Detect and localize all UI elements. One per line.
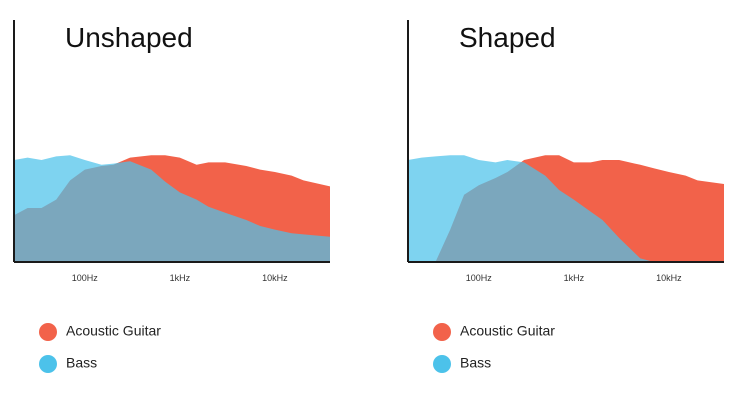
chart-title: Unshaped: [65, 22, 193, 53]
chart-panel: Unshaped Acoustic Guitar Bass 100Hz 1kHz 10kH…: [13, 20, 330, 373]
legend-label: Bass: [460, 355, 491, 371]
legend-swatch: [433, 355, 451, 373]
x-tick-label: 1kHz: [564, 273, 585, 283]
x-tick-label: 10kHz: [262, 273, 288, 283]
x-tick-label: 100Hz: [72, 273, 99, 283]
legend-swatch: [39, 355, 57, 373]
legend-swatch: [39, 323, 57, 341]
legend-label: Acoustic Guitar: [460, 323, 555, 339]
x-tick-label: 100Hz: [466, 273, 493, 283]
x-tick-label: 10kHz: [656, 273, 682, 283]
chart-panel: Shaped Acoustic Guitar Bass 100Hz 1kHz 10kHz: [407, 20, 724, 373]
legend-swatch: [433, 323, 451, 341]
area: [408, 155, 724, 262]
area: [14, 155, 330, 262]
legend-label: Acoustic Guitar: [66, 323, 161, 339]
legend-label: Bass: [66, 355, 97, 371]
chart-title: Shaped: [459, 22, 556, 53]
x-tick-label: 1kHz: [170, 273, 191, 283]
